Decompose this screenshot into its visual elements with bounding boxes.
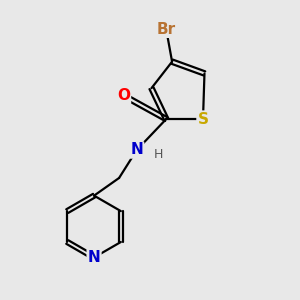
Text: O: O — [117, 88, 130, 103]
Text: H: H — [154, 148, 164, 161]
Text: Br: Br — [157, 22, 176, 37]
Text: S: S — [197, 112, 208, 127]
Text: N: N — [130, 142, 143, 158]
Text: N: N — [88, 250, 100, 265]
